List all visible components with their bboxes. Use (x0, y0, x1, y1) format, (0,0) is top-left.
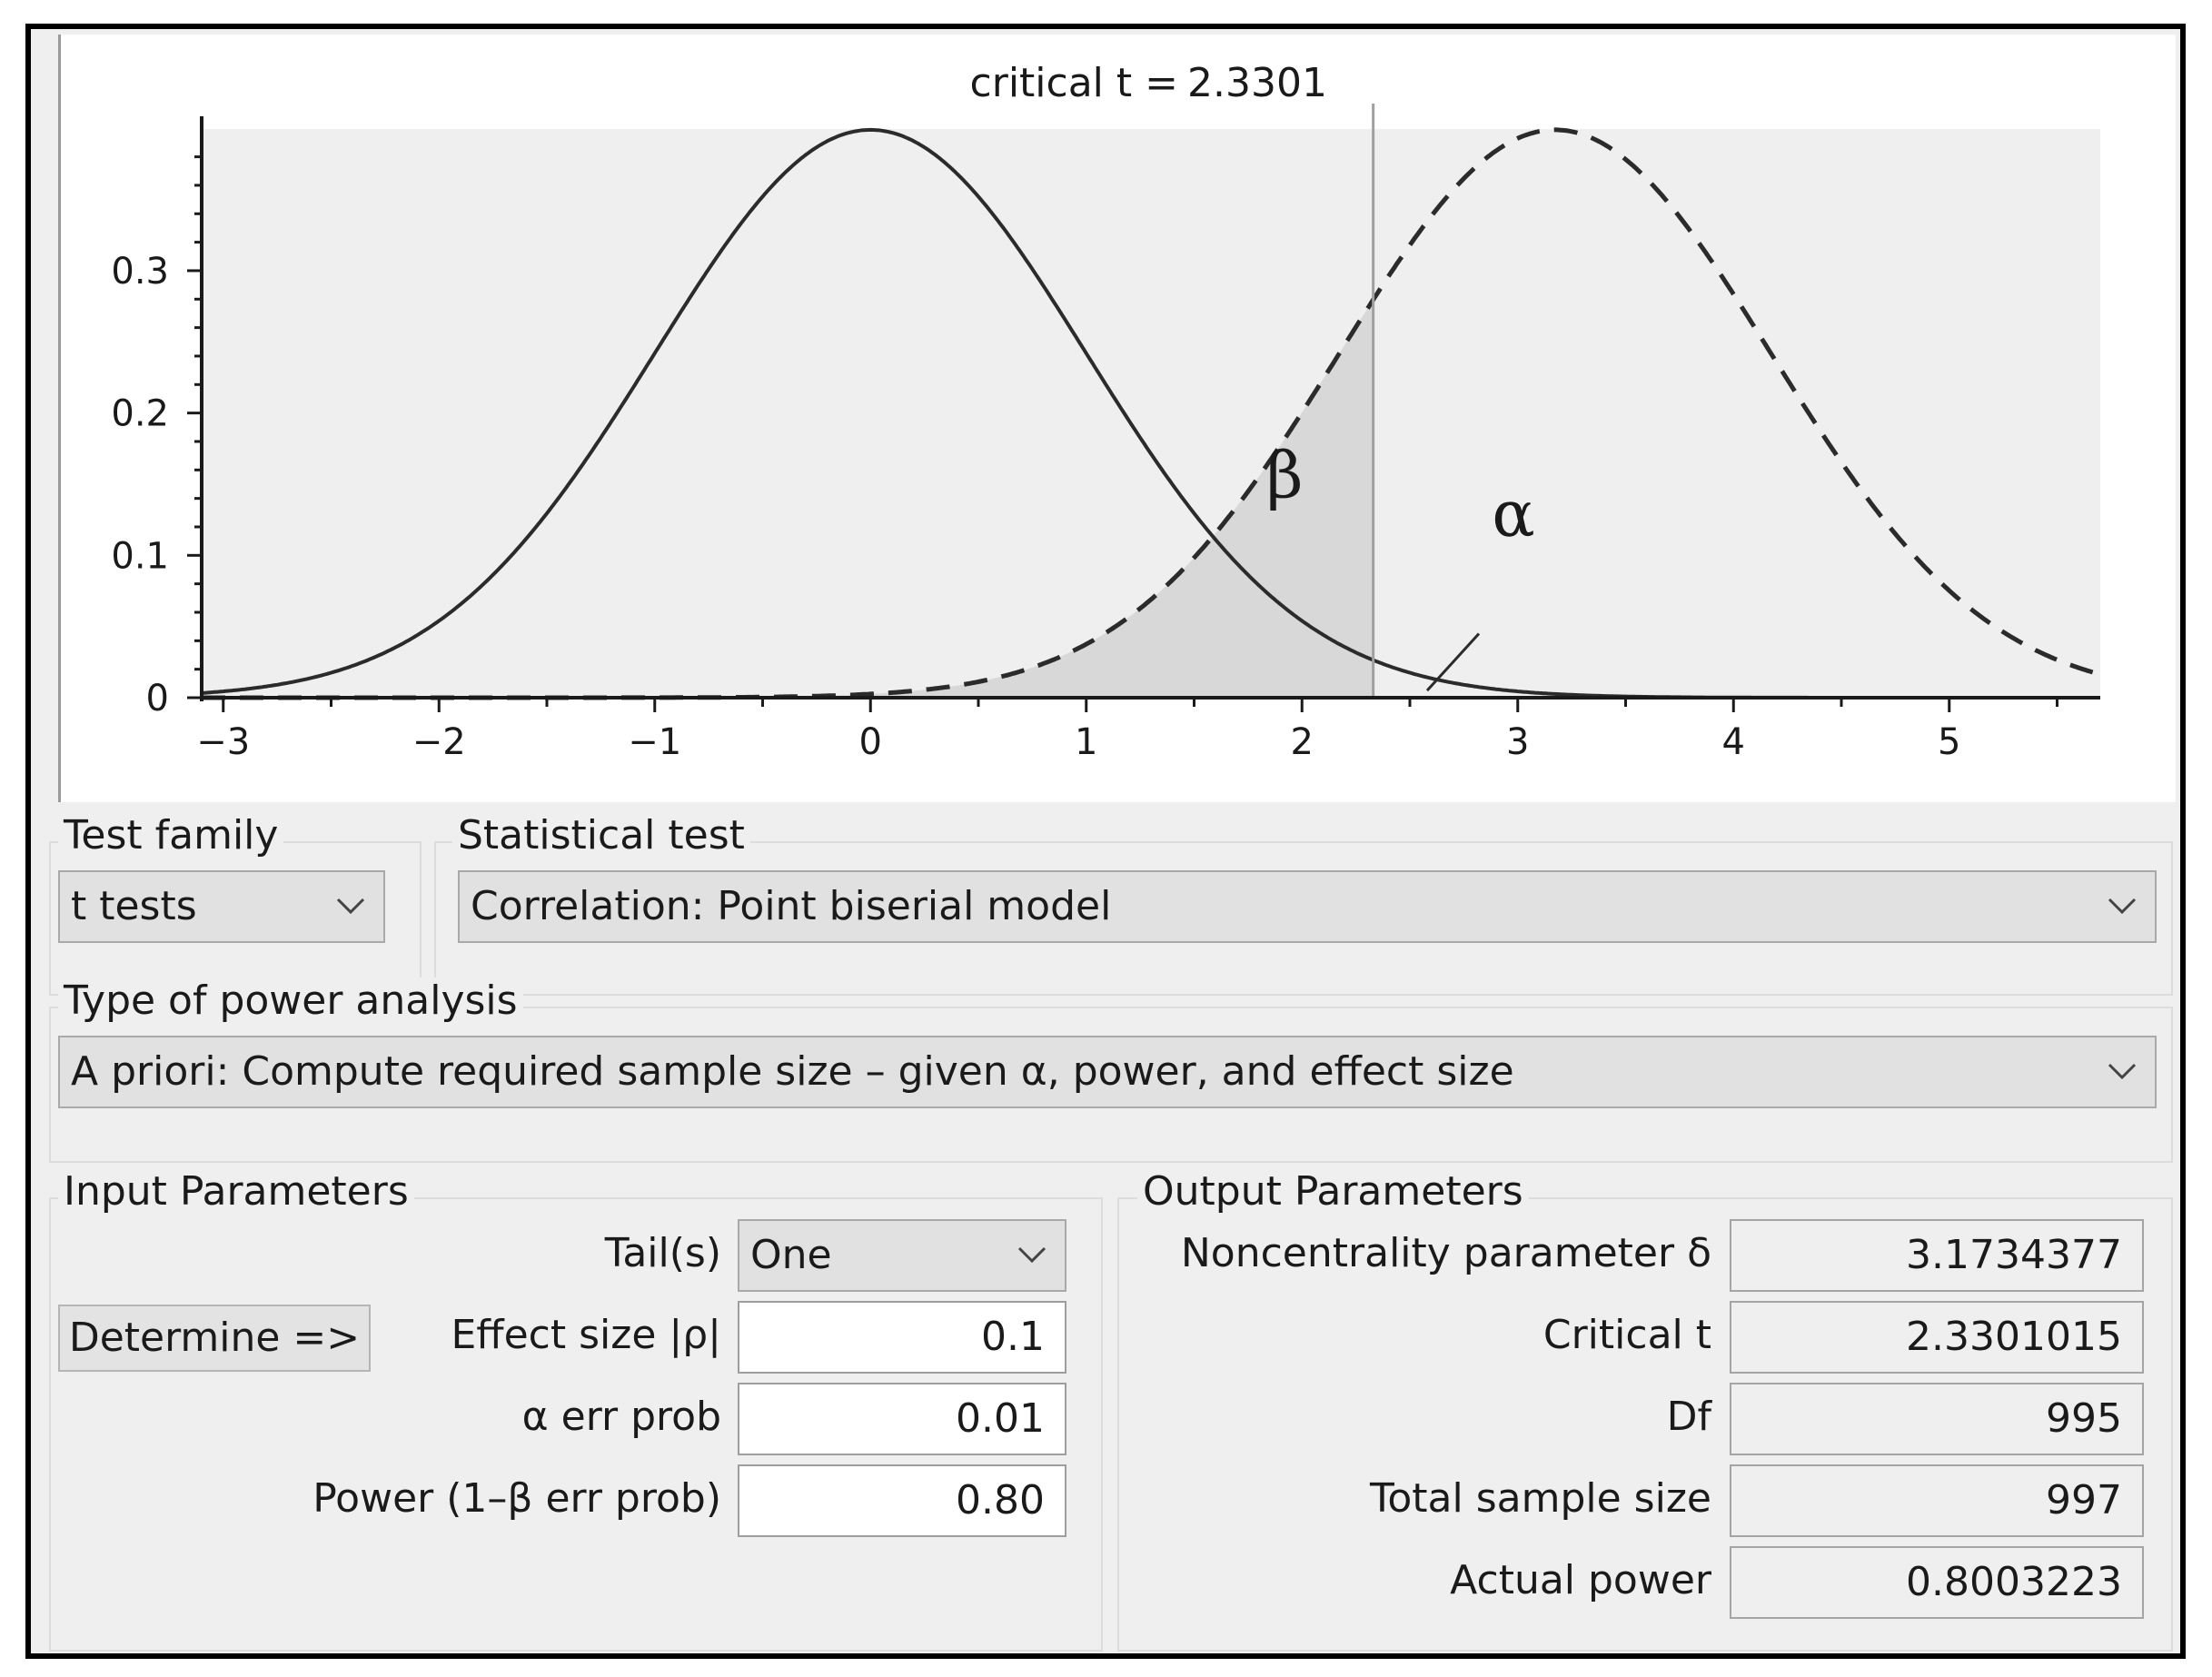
power-analysis-label: Type of power analysis (58, 977, 523, 1025)
x-tick-label: 3 (1506, 721, 1529, 763)
beta-region (202, 300, 1374, 698)
total-sample-size-label: Total sample size (1369, 1475, 1711, 1522)
tails-value: One (750, 1232, 832, 1278)
power-label: Power (1–β err prob) (312, 1475, 721, 1522)
df-label: Df (1666, 1394, 1711, 1440)
determine-button[interactable]: Determine => (58, 1305, 371, 1372)
power-input[interactable]: 0.80 (738, 1464, 1066, 1537)
x-tick-label: 4 (1722, 721, 1745, 763)
test-family-label: Test family (58, 812, 284, 859)
distribution-plot-panel: critical t = 2.3301 −3 −2 −1 0 1 2 3 4 5 0 0.1 0.2 0… (58, 35, 2176, 802)
power-analysis-group (49, 1007, 2173, 1163)
y-tick-label: 0.1 (111, 535, 169, 577)
input-parameters-group (49, 1197, 1103, 1652)
critical-t-output-label: Critical t (1542, 1312, 1711, 1358)
alpha-err-prob-label: α err prob (521, 1394, 721, 1440)
tails-select[interactable]: One (738, 1219, 1066, 1292)
chevron-down-icon (336, 898, 365, 915)
chevron-down-icon (2108, 898, 2137, 915)
noncentrality-output: 3.1734377 (1730, 1219, 2144, 1292)
y-tick-label: 0.3 (111, 251, 169, 293)
alpha-pointer (1425, 632, 1481, 692)
x-tick-label: 5 (1938, 721, 1960, 763)
x-tick-label: −3 (196, 721, 250, 763)
distribution-plot: critical t = 2.3301 −3 −2 −1 0 1 2 3 4 5 0 0.1 0.2 0… (111, 60, 2101, 763)
total-sample-size-output: 997 (1730, 1464, 2144, 1537)
y-tick-label: 0.2 (111, 393, 169, 435)
critical-t-label: critical t = (970, 60, 1178, 106)
gpower-window: critical t = 2.3301 −3 −2 −1 0 1 2 3 4 5 0 0.1 0.2 0… (25, 24, 2186, 1659)
x-tick-label: −1 (628, 721, 681, 763)
x-tick-label: 2 (1291, 721, 1314, 763)
critical-t-value: 2.3301 (1187, 60, 1327, 106)
x-tick-label: 1 (1075, 721, 1097, 763)
output-parameters-group (1117, 1197, 2173, 1652)
statistical-test-label: Statistical test (452, 812, 750, 859)
beta-label: β (1266, 438, 1303, 512)
output-parameters-label: Output Parameters (1137, 1168, 1529, 1216)
actual-power-output: 0.8003223 (1730, 1546, 2144, 1619)
power-analysis-select[interactable]: A priori: Compute required sample size –… (58, 1036, 2157, 1108)
alpha-label: α (1492, 477, 1534, 551)
effect-size-input[interactable]: 0.1 (738, 1301, 1066, 1374)
effect-size-label: Effect size |ρ| (451, 1312, 722, 1358)
noncentrality-label: Noncentrality parameter δ (1180, 1230, 1711, 1276)
alpha-err-prob-input[interactable]: 0.01 (738, 1383, 1066, 1455)
critical-t-output: 2.3301015 (1730, 1301, 2144, 1374)
statistical-test-select[interactable]: Correlation: Point biserial model (458, 870, 2157, 943)
test-family-select[interactable]: t tests (58, 870, 385, 943)
x-tick-label: −2 (412, 721, 466, 763)
statistical-test-group (434, 841, 2173, 996)
tails-label: Tail(s) (604, 1230, 721, 1276)
actual-power-label: Actual power (1450, 1557, 1711, 1603)
power-analysis-value: A priori: Compute required sample size –… (71, 1048, 1514, 1095)
chevron-down-icon (2108, 1063, 2137, 1080)
y-tick-label: 0 (146, 678, 169, 719)
input-parameters-label: Input Parameters (58, 1168, 414, 1216)
x-tick-label: 0 (859, 721, 882, 763)
statistical-test-value: Correlation: Point biserial model (471, 883, 1112, 929)
test-family-value: t tests (71, 883, 197, 929)
df-output: 995 (1730, 1383, 2144, 1455)
chevron-down-icon (1017, 1246, 1046, 1264)
